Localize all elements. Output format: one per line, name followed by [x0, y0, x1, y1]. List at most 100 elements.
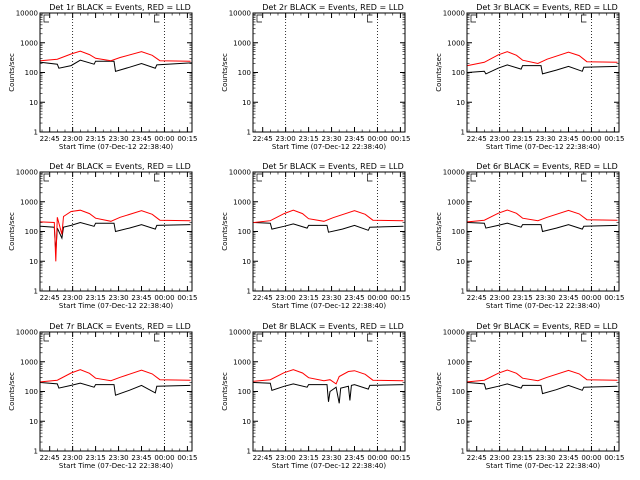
x-tick-label: 23:15 [299, 454, 319, 462]
plot-title: Det 4r BLACK = Events, RED = LLD [49, 162, 191, 171]
x-tick-label: 00:00 [367, 454, 387, 462]
plot-title: Det 8r BLACK = Events, RED = LLD [262, 322, 404, 331]
x-tick-label: 00:00 [154, 135, 174, 143]
x-tick-label: 23:00 [276, 135, 296, 143]
x-tick-label: 00:15 [390, 454, 410, 462]
x-axis-label: Start Time (07-Dec-12 22:38:40) [272, 143, 386, 151]
bracket-marker [470, 333, 476, 342]
y-tick-label: 1 [461, 448, 465, 456]
x-tick-label: 23:15 [513, 135, 533, 143]
y-tick-label: 10 [29, 258, 38, 266]
plot-frame [39, 331, 193, 452]
y-tick-label: 10000 [443, 10, 465, 18]
x-tick-label: 23:30 [321, 454, 341, 462]
y-tick-label: 10 [242, 258, 251, 266]
bracket-marker [470, 173, 476, 182]
x-tick-label: 23:30 [108, 135, 128, 143]
y-tick-label: 1 [34, 129, 38, 137]
x-tick-label: 00:15 [177, 454, 197, 462]
y-tick-label: 100 [452, 228, 465, 236]
y-tick-label: 100 [25, 388, 38, 396]
x-tick-label: 22:45 [253, 294, 273, 302]
x-tick-label: 23:45 [558, 294, 578, 302]
bracket-marker [154, 14, 160, 23]
lld-series-line [253, 369, 404, 385]
y-tick-label: 1 [461, 288, 465, 296]
x-tick-label: 00:15 [604, 135, 624, 143]
x-tick-label: 23:00 [490, 454, 510, 462]
x-tick-label: 00:00 [154, 294, 174, 302]
plot-frame [39, 12, 193, 133]
detector-plot-4: Det 4r BLACK = Events, RED = LLD 1 10 100 10… [8, 162, 198, 310]
x-tick-label: 23:30 [321, 294, 341, 302]
y-tick-label: 10 [456, 258, 465, 266]
y-tick-label: 1 [461, 129, 465, 137]
x-tick-label: 23:00 [63, 454, 83, 462]
y-tick-label: 10 [456, 99, 465, 107]
x-tick-label: 22:45 [40, 294, 60, 302]
x-tick-label: 23:30 [535, 135, 555, 143]
y-tick-label: 1000 [447, 39, 465, 47]
plot-title: Det 1r BLACK = Events, RED = LLD [49, 3, 191, 12]
x-tick-label: 23:00 [276, 294, 296, 302]
x-tick-label: 00:00 [154, 454, 174, 462]
bracket-marker [43, 14, 49, 23]
x-tick-label: 00:15 [390, 135, 410, 143]
events-series-line [467, 222, 618, 233]
x-tick-label: 23:00 [490, 294, 510, 302]
x-tick-label: 22:45 [467, 454, 487, 462]
x-tick-label: 00:15 [177, 294, 197, 302]
x-tick-label: 23:30 [108, 294, 128, 302]
x-axis-label: Start Time (07-Dec-12 22:38:40) [59, 302, 173, 310]
bracket-marker [154, 173, 160, 182]
plot-frame [252, 12, 406, 133]
x-tick-label: 23:45 [344, 135, 364, 143]
x-tick-label: 22:45 [467, 294, 487, 302]
detector-plot-1: Det 1r BLACK = Events, RED = LLD 1 10 100 10… [8, 3, 198, 151]
bracket-marker [367, 14, 373, 23]
x-tick-label: 22:45 [467, 135, 487, 143]
bracket-marker [367, 333, 373, 342]
y-tick-label: 1000 [233, 358, 251, 366]
y-tick-label: 10000 [229, 329, 251, 337]
x-tick-label: 22:45 [40, 454, 60, 462]
bracket-marker [43, 173, 49, 182]
x-axis-label: Start Time (07-Dec-12 22:38:40) [486, 143, 600, 151]
y-tick-label: 10 [242, 418, 251, 426]
detector-plot-9: Det 9r BLACK = Events, RED = LLD 1 10 100 10… [435, 322, 625, 470]
y-tick-label: 10000 [229, 10, 251, 18]
plot-title: Det 5r BLACK = Events, RED = LLD [262, 162, 404, 171]
x-tick-label: 23:45 [131, 135, 151, 143]
y-tick-label: 10 [29, 418, 38, 426]
y-axis-label: Counts/sec [221, 212, 229, 251]
bracket-marker [256, 14, 262, 23]
y-tick-label: 1000 [447, 358, 465, 366]
x-tick-label: 23:15 [86, 294, 106, 302]
x-tick-label: 00:00 [581, 135, 601, 143]
y-tick-label: 100 [25, 228, 38, 236]
x-tick-label: 23:45 [558, 454, 578, 462]
y-tick-label: 10000 [443, 169, 465, 177]
detector-plot-2: Det 2r BLACK = Events, RED = LLD 1 10 100 10… [221, 3, 411, 151]
x-tick-label: 23:15 [86, 454, 106, 462]
y-tick-label: 1 [34, 288, 38, 296]
y-tick-label: 1 [247, 129, 251, 137]
x-tick-label: 23:00 [490, 135, 510, 143]
lld-series-line [253, 209, 404, 223]
bracket-marker [154, 333, 160, 342]
x-tick-label: 23:45 [131, 454, 151, 462]
bracket-marker [470, 14, 476, 23]
x-tick-label: 23:45 [558, 135, 578, 143]
x-axis-label: Start Time (07-Dec-12 22:38:40) [272, 462, 386, 470]
x-axis-label: Start Time (07-Dec-12 22:38:40) [486, 302, 600, 310]
x-tick-label: 22:45 [253, 135, 273, 143]
y-tick-label: 10000 [229, 169, 251, 177]
y-tick-label: 10000 [16, 169, 38, 177]
y-tick-label: 1000 [447, 198, 465, 206]
y-tick-label: 100 [452, 388, 465, 396]
x-tick-label: 23:00 [276, 454, 296, 462]
x-axis-label: Start Time (07-Dec-12 22:38:40) [59, 462, 173, 470]
x-tick-label: 23:30 [321, 135, 341, 143]
y-tick-label: 1000 [233, 198, 251, 206]
x-axis-label: Start Time (07-Dec-12 22:38:40) [486, 462, 600, 470]
